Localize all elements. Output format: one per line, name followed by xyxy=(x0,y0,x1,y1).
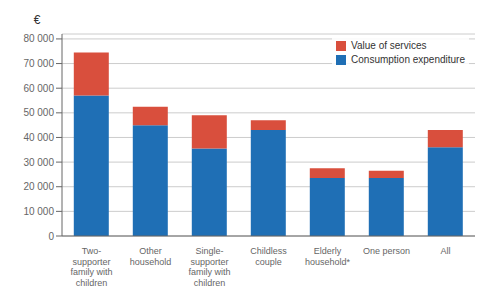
svg-text:€: € xyxy=(34,13,41,27)
svg-text:10 000: 10 000 xyxy=(23,206,54,217)
svg-text:Childlesscouple: Childlesscouple xyxy=(250,246,287,267)
svg-text:60 000: 60 000 xyxy=(23,83,54,94)
svg-text:Otherhousehold: Otherhousehold xyxy=(130,246,172,267)
svg-text:80 000: 80 000 xyxy=(23,33,54,44)
svg-text:Single-supporterfamily withchi: Single-supporterfamily withchildren xyxy=(188,246,230,288)
svg-text:0: 0 xyxy=(48,231,54,242)
svg-text:70 000: 70 000 xyxy=(23,58,54,69)
svg-text:One person: One person xyxy=(363,246,410,256)
html-text:Value of services: Value of services xyxy=(351,40,427,51)
html-text:Consumption expenditure: Consumption expenditure xyxy=(351,54,465,65)
svg-text:50 000: 50 000 xyxy=(23,107,54,118)
svg-text:20 000: 20 000 xyxy=(23,181,54,192)
svg-text:30 000: 30 000 xyxy=(23,157,54,168)
svg-text:40 000: 40 000 xyxy=(23,132,54,143)
svg-text:All: All xyxy=(440,246,450,256)
svg-text:Elderlyhousehold*: Elderlyhousehold* xyxy=(305,246,351,267)
svg-text:Two-supporterfamily withchildr: Two-supporterfamily withchildren xyxy=(70,246,112,288)
